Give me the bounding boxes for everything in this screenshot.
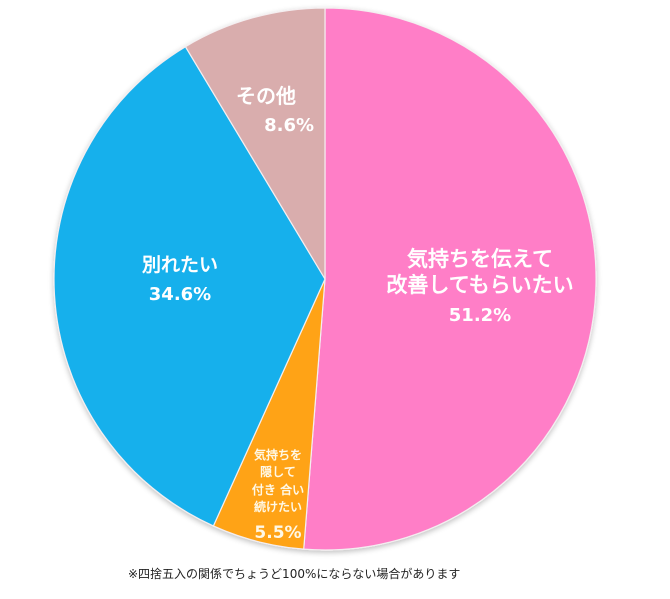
slice-category: 付き 合い <box>251 482 305 497</box>
pie-slice <box>303 7 597 551</box>
slice-value: 34.6% <box>148 283 212 305</box>
slice-category: 改善してもらいたい <box>386 273 574 298</box>
slice-category: 別れたい <box>141 254 218 276</box>
slice-value: 51.2% <box>448 304 512 326</box>
slice-category: 続けたい <box>253 500 302 515</box>
pie-slices <box>53 7 597 551</box>
slice-label-other: その他 8.6% <box>222 84 322 138</box>
slice-label-breakup: 別れたい 34.6% <box>100 254 260 306</box>
slice-category: その他 <box>236 84 296 108</box>
slice-label-improve: 気持ちを伝えて 改善してもらいたい 51.2% <box>360 246 600 327</box>
slice-value: 8.6% <box>264 115 314 136</box>
pie-slice <box>184 7 326 282</box>
slice-category: 気持ちを <box>253 448 302 462</box>
slice-label-hide-feelings: 気持ちを 隠して 付き 合い 続けたい 5.5% <box>238 447 318 545</box>
slice-value: 5.5% <box>254 522 302 543</box>
rounding-footnote: ※四捨五入の関係でちょうど100%にならない場合があります <box>128 567 461 581</box>
slice-category: 隠して <box>260 465 296 480</box>
slice-category: 気持ちを伝えて <box>407 247 553 271</box>
